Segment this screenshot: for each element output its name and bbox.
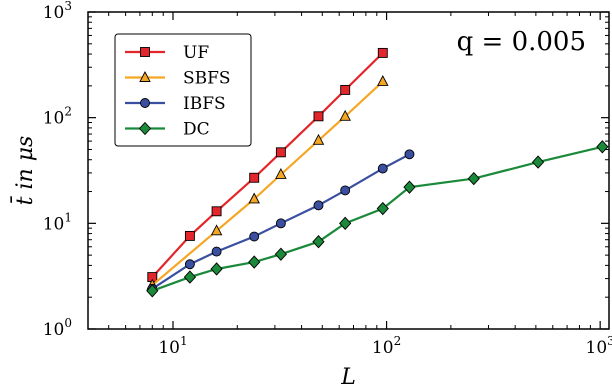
y-tick-label: 102 bbox=[43, 105, 72, 129]
data-point-uf bbox=[249, 172, 260, 183]
data-point-ibfs bbox=[377, 163, 388, 174]
data-point-dc bbox=[312, 235, 325, 249]
data-point-uf bbox=[184, 230, 195, 241]
data-point-dc bbox=[210, 262, 223, 276]
data-point-ibfs bbox=[184, 259, 195, 270]
x-tick-label: 103 bbox=[586, 334, 612, 358]
data-point-sbfs bbox=[275, 168, 287, 179]
legend-marker bbox=[138, 121, 152, 136]
legend-label: UF bbox=[183, 43, 209, 63]
series-layer bbox=[146, 47, 609, 298]
legend: UF SBFS IBFS DC bbox=[114, 33, 252, 147]
data-point-uf bbox=[275, 147, 286, 158]
legend-label: DC bbox=[183, 120, 210, 140]
data-point-ibfs bbox=[275, 218, 286, 229]
data-point-uf bbox=[211, 206, 222, 217]
data-point-ibfs bbox=[249, 231, 260, 242]
legend-label: IBFS bbox=[183, 94, 226, 114]
legend-box bbox=[114, 33, 252, 147]
y-tick-label: 103 bbox=[43, 0, 72, 23]
series-uf bbox=[147, 47, 388, 283]
data-point-ibfs bbox=[340, 185, 351, 196]
data-point-sbfs bbox=[312, 133, 325, 145]
y-tick-label: 101 bbox=[43, 210, 72, 234]
data-point-ibfs bbox=[313, 200, 324, 211]
data-point-sbfs bbox=[339, 109, 351, 121]
data-point-dc bbox=[596, 140, 609, 154]
data-point-dc bbox=[248, 255, 261, 269]
data-point-dc bbox=[274, 247, 287, 261]
legend-item-sbfs: SBFS bbox=[125, 69, 231, 89]
plot-frame bbox=[87, 11, 610, 330]
series-sbfs bbox=[146, 75, 389, 290]
legend-item-dc: DC bbox=[125, 120, 210, 140]
data-point-dc bbox=[146, 284, 159, 298]
data-point-dc bbox=[339, 216, 352, 230]
data-point-sbfs bbox=[377, 75, 389, 86]
legend-marker bbox=[140, 98, 150, 108]
data-point-dc bbox=[467, 171, 480, 186]
data-point-ibfs bbox=[211, 246, 222, 257]
y-axis-label: t̄ in μs bbox=[10, 136, 38, 206]
data-point-sbfs bbox=[248, 192, 260, 204]
data-point-uf bbox=[377, 47, 388, 58]
data-point-dc bbox=[531, 155, 545, 169]
data-point-dc bbox=[183, 270, 197, 284]
series-dc bbox=[146, 140, 609, 298]
data-point-sbfs bbox=[210, 224, 223, 236]
legend-marker bbox=[139, 71, 151, 82]
legend-marker bbox=[140, 47, 150, 57]
data-point-ibfs bbox=[404, 149, 415, 160]
data-point-uf bbox=[340, 84, 351, 95]
parameter-annotation: q = 0.005 bbox=[457, 27, 586, 57]
ticks: 101 102 103 100 101 102 103 bbox=[43, 0, 612, 358]
y-tick-label: 100 bbox=[43, 316, 72, 340]
data-point-dc bbox=[376, 201, 389, 216]
legend-item-uf: UF bbox=[125, 43, 209, 63]
legend-label: SBFS bbox=[183, 69, 231, 89]
x-tick-label: 102 bbox=[372, 334, 401, 358]
data-point-dc bbox=[403, 180, 416, 194]
x-axis-label: L bbox=[340, 365, 356, 388]
x-tick-label: 101 bbox=[158, 334, 187, 358]
legend-item-ibfs: IBFS bbox=[125, 94, 226, 114]
data-point-uf bbox=[313, 111, 324, 122]
